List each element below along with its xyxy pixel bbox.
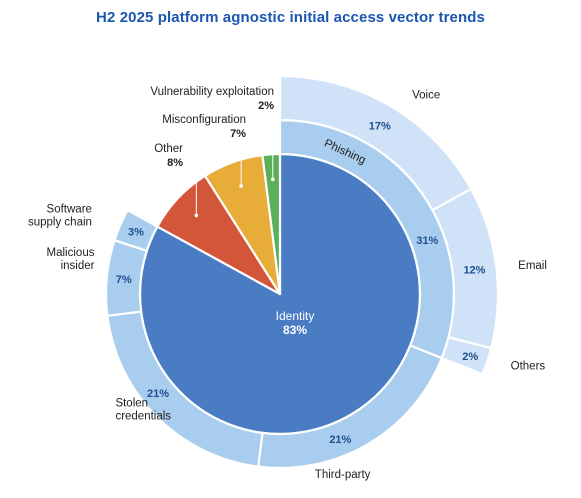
ring-pct-stolen-credentials: 21% [147,388,169,400]
outside-label-others: Others [511,361,546,373]
leader-misconfiguration-dot [239,184,243,188]
core-label-other: Other [154,143,183,155]
ring-software-supply-chain [113,209,159,252]
core-pct-misconfiguration: 7% [230,128,246,140]
outside-label-email: Email [518,260,547,272]
outside-label-software-supply-chain-line-0: Software [47,203,92,215]
core-label-vulnerability-exploitation: Vulnerability exploitation [150,86,274,98]
identity-pct: 83% [283,323,307,337]
outside-label-stolen-credentials-line-1: credentials [115,410,171,422]
outer-others [440,336,493,376]
ring-pct-phishing: 31% [416,235,438,247]
outer-pct-voice: 17% [369,120,391,132]
outer-pct-email: 12% [463,264,485,276]
ring-pct-malicious-insider: 7% [116,274,132,286]
leader-lines [194,126,275,218]
outside-label-voice: Voice [412,89,440,101]
ring-pct-software-supply-chain: 3% [128,227,144,239]
identity-label: Identity [276,309,315,323]
leader-other-dot [194,213,199,218]
ring-pct-third-party: 21% [329,434,351,446]
core-label-misconfiguration: Misconfiguration [162,114,246,126]
outside-label-stolen-credentials-line-0: Stolen [115,397,148,409]
core-pct-vulnerability-exploitation: 2% [258,100,274,112]
chart-title: H2 2025 platform agnostic initial access… [96,9,485,26]
core-pct-other: 8% [167,157,183,169]
outside-label-third-party-line-0: Third-party [315,469,371,481]
outside-label-malicious-insider-line-1: insider [61,260,95,272]
outside-label-malicious-insider-line-0: Malicious [47,247,95,259]
outer-pct-others: 2% [462,351,478,363]
outside-label-software-supply-chain-line-1: supply chain [28,216,92,228]
leader-vulnerability-exploitation-dot [270,177,275,182]
chart-arcs [104,74,500,470]
